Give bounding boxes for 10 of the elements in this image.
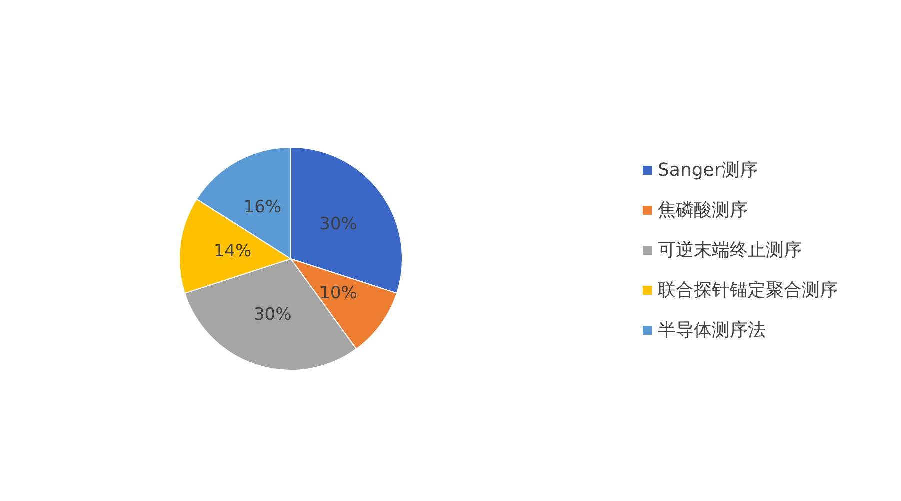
legend-label: 焦磷酸测序 (658, 200, 748, 221)
data-label: 10% (320, 284, 358, 304)
data-label: 30% (254, 304, 292, 325)
data-label: 14% (214, 242, 252, 262)
legend-label: 半导体测序法 (658, 320, 766, 341)
data-label: 16% (244, 198, 282, 218)
legend-label: Sanger测序 (658, 160, 758, 181)
data-label: 30% (320, 214, 358, 234)
legend-label: 联合探针锚定聚合测序 (658, 280, 838, 301)
legend-label: 可逆末端终止测序 (658, 240, 802, 261)
